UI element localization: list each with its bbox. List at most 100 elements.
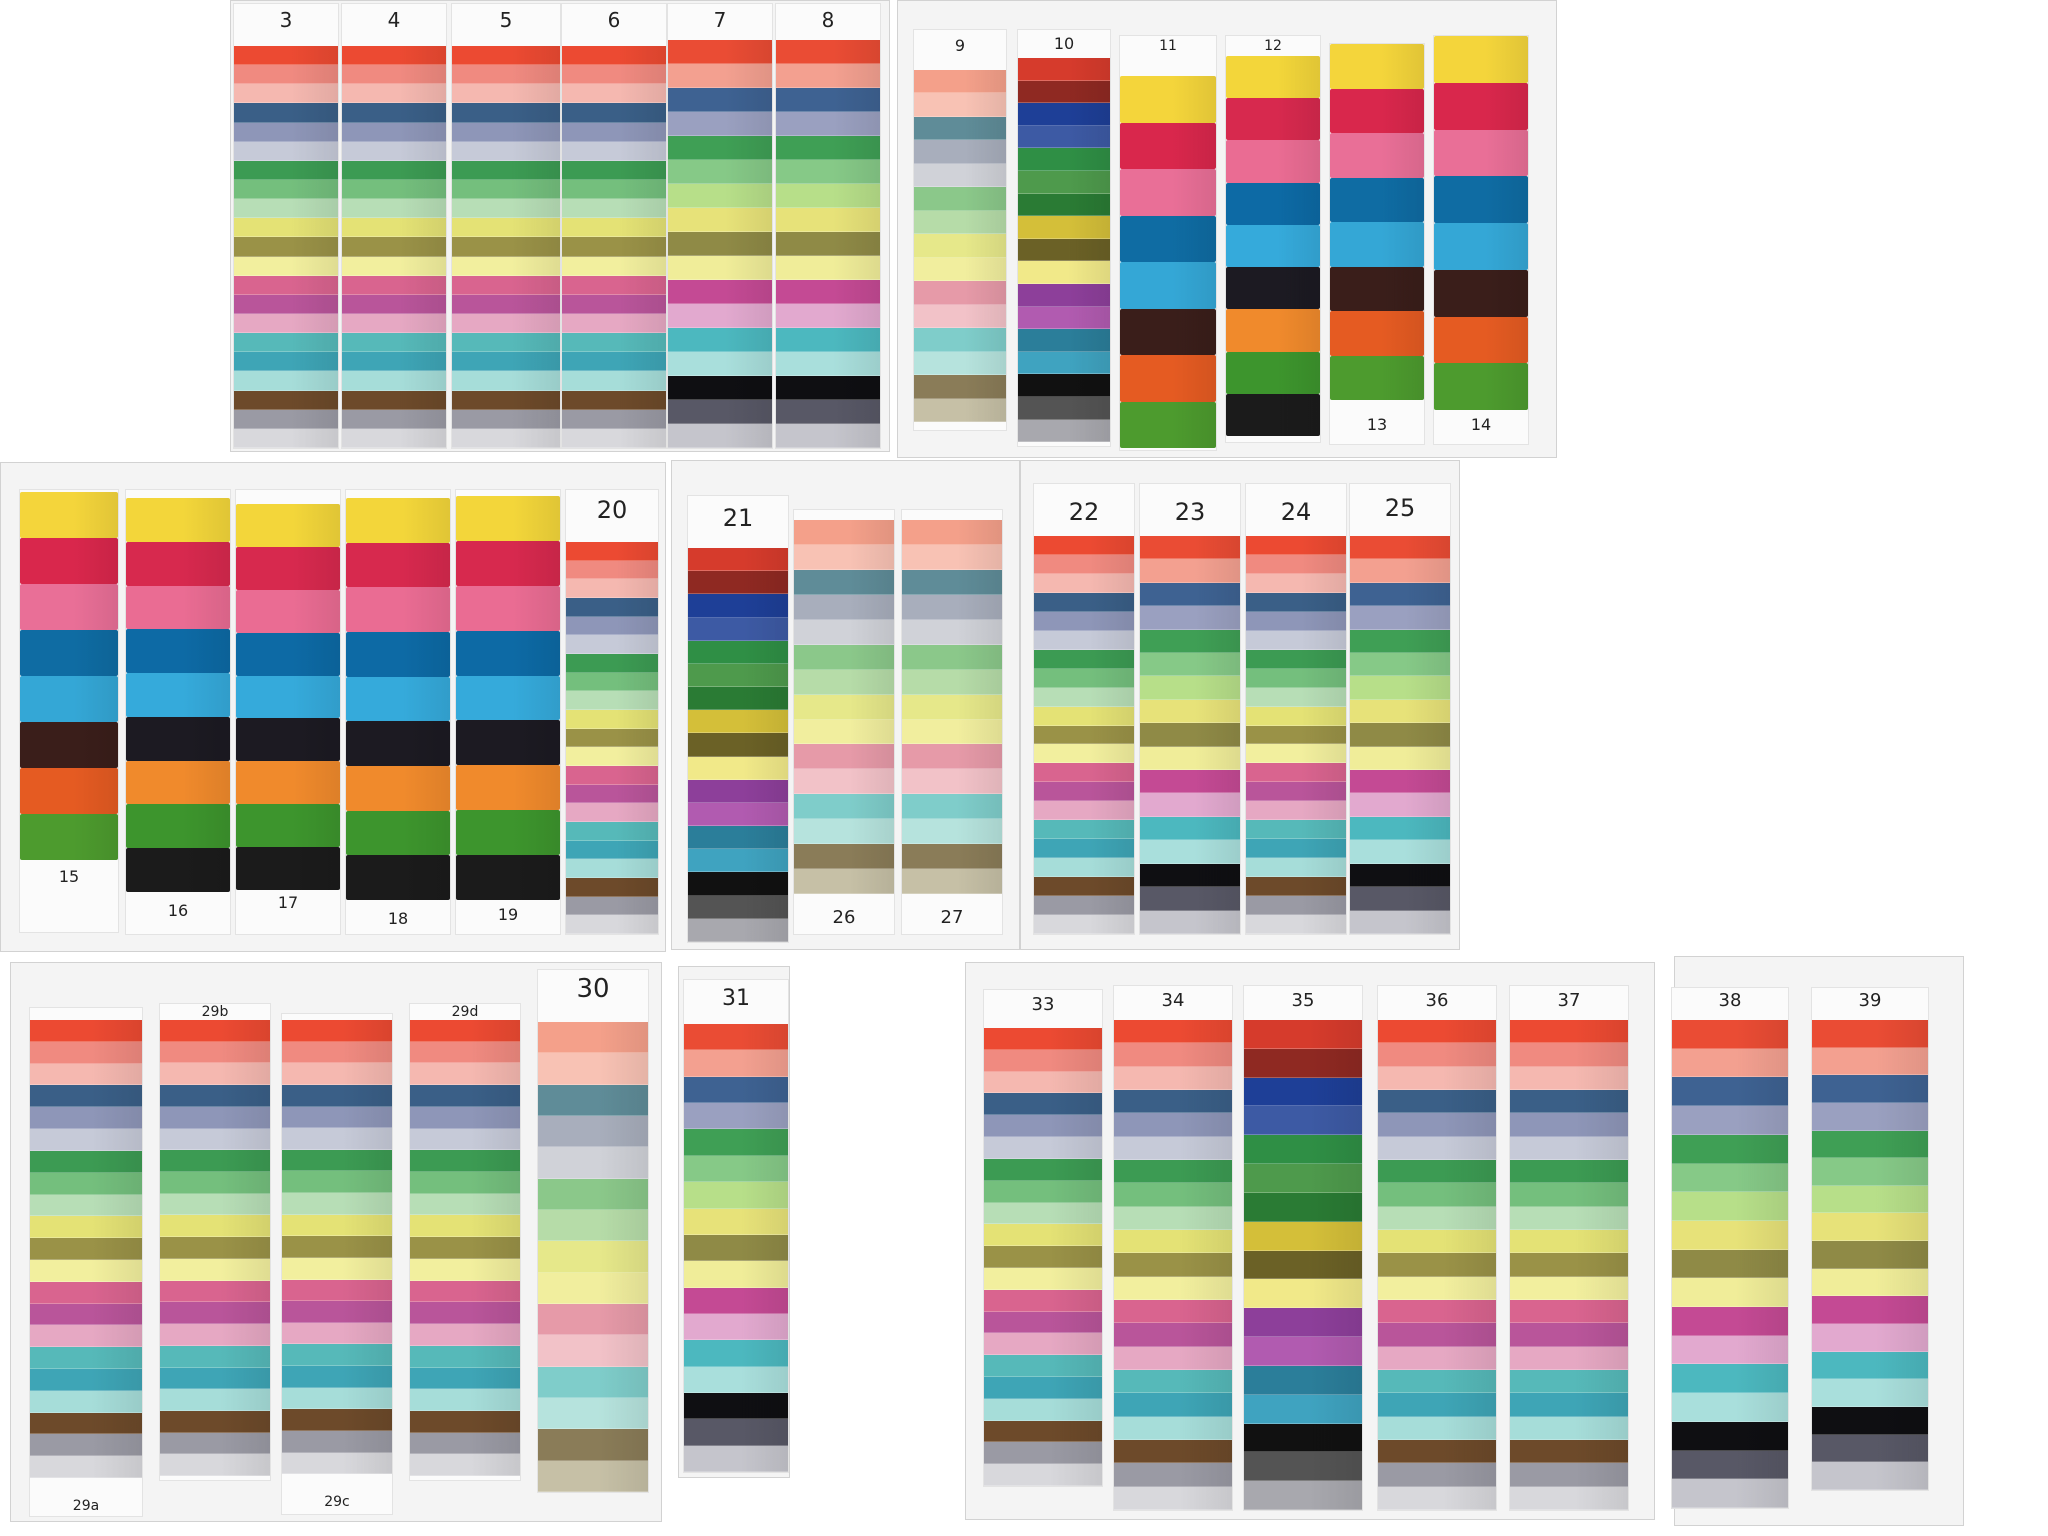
color-swatch <box>1018 261 1110 284</box>
color-swatch <box>1378 1229 1496 1254</box>
color-swatch <box>20 492 118 538</box>
color-swatch-strip: 16 <box>126 490 230 934</box>
color-swatch <box>1244 1250 1362 1280</box>
color-swatch-strip: 29d <box>410 1004 520 1480</box>
color-swatch <box>452 179 560 200</box>
color-swatch <box>776 256 880 280</box>
color-swatch <box>566 691 658 711</box>
color-swatch <box>410 1041 520 1064</box>
color-swatch <box>914 257 1006 282</box>
swatch-bars <box>794 520 894 895</box>
color-swatch <box>1120 355 1216 402</box>
color-swatch <box>1114 1393 1232 1417</box>
color-swatch <box>1812 1047 1928 1076</box>
strip-number-label: 27 <box>940 907 964 928</box>
color-swatch <box>342 103 446 123</box>
color-swatch <box>1378 1276 1496 1301</box>
color-swatch <box>688 687 788 711</box>
color-swatch <box>20 722 118 768</box>
color-swatch <box>914 210 1006 235</box>
color-swatch <box>410 1150 520 1173</box>
color-swatch <box>538 1335 648 1367</box>
color-swatch <box>668 184 772 208</box>
color-swatch <box>914 70 1006 94</box>
color-swatch <box>452 275 560 295</box>
color-swatch <box>20 538 118 584</box>
color-swatch-strip: 30 <box>538 970 648 1492</box>
color-swatch <box>1018 351 1110 375</box>
color-swatch <box>410 1454 520 1477</box>
color-swatch <box>902 769 1002 795</box>
color-swatch <box>1672 1163 1788 1193</box>
color-swatch <box>342 84 446 104</box>
color-swatch <box>1812 1020 1928 1048</box>
color-swatch-strip: 34 <box>1114 986 1232 1510</box>
color-swatch <box>1330 266 1424 311</box>
color-swatch <box>456 496 560 541</box>
color-swatch <box>236 589 340 633</box>
color-swatch <box>684 1208 788 1236</box>
color-swatch <box>984 1202 1102 1225</box>
color-swatch <box>1140 582 1240 607</box>
color-swatch <box>234 352 338 372</box>
color-swatch <box>234 218 338 238</box>
color-swatch <box>1246 858 1346 878</box>
color-swatch <box>984 1246 1102 1268</box>
color-swatch <box>794 869 894 895</box>
color-swatch <box>1812 1406 1928 1435</box>
strip-number-label: 6 <box>607 8 621 32</box>
color-swatch <box>1034 877 1134 897</box>
color-swatch <box>30 1238 142 1260</box>
color-swatch <box>282 1084 392 1107</box>
color-swatch <box>1114 1416 1232 1441</box>
color-swatch <box>452 160 560 181</box>
color-swatch <box>1018 329 1110 352</box>
color-swatch <box>1246 820 1346 840</box>
color-swatch <box>1330 355 1424 400</box>
swatch-bars <box>1244 1020 1362 1510</box>
color-swatch <box>30 1281 142 1304</box>
color-swatch <box>160 1258 270 1281</box>
color-swatch <box>342 352 446 372</box>
color-swatch <box>984 1355 1102 1377</box>
color-swatch <box>282 1257 392 1280</box>
color-swatch <box>282 1063 392 1085</box>
swatch-bars <box>452 46 560 448</box>
color-swatch <box>1510 1136 1628 1161</box>
color-swatch <box>566 672 658 692</box>
color-swatch <box>452 84 560 104</box>
color-swatch <box>1350 723 1450 748</box>
color-swatch <box>452 390 560 410</box>
swatch-bars <box>410 1020 520 1477</box>
color-swatch <box>684 1393 788 1420</box>
color-swatch <box>688 548 788 572</box>
color-swatch <box>1018 170 1110 194</box>
color-swatch <box>1510 1463 1628 1487</box>
color-swatch <box>452 352 560 372</box>
strip-number-label: 10 <box>1053 34 1075 53</box>
color-swatch <box>914 93 1006 118</box>
color-swatch <box>668 376 772 400</box>
color-swatch <box>684 1182 788 1209</box>
color-swatch <box>1034 536 1134 555</box>
strip-number-label: 23 <box>1174 498 1206 526</box>
color-swatch <box>1378 1416 1496 1441</box>
color-swatch <box>20 630 118 676</box>
color-swatch <box>566 728 658 748</box>
color-swatch <box>794 544 894 570</box>
color-swatch <box>1018 193 1110 217</box>
color-swatch <box>410 1237 520 1259</box>
color-swatch <box>794 744 894 770</box>
color-swatch <box>234 160 338 181</box>
color-swatch <box>1510 1369 1628 1394</box>
color-swatch <box>1120 76 1216 123</box>
color-swatch <box>902 744 1002 770</box>
color-swatch <box>684 1287 788 1315</box>
color-swatch <box>1510 1206 1628 1231</box>
color-swatch <box>668 64 772 88</box>
color-swatch <box>30 1390 142 1413</box>
color-swatch <box>1378 1159 1496 1184</box>
color-swatch <box>234 141 338 161</box>
color-swatch <box>346 587 450 633</box>
color-swatch <box>1350 887 1450 911</box>
